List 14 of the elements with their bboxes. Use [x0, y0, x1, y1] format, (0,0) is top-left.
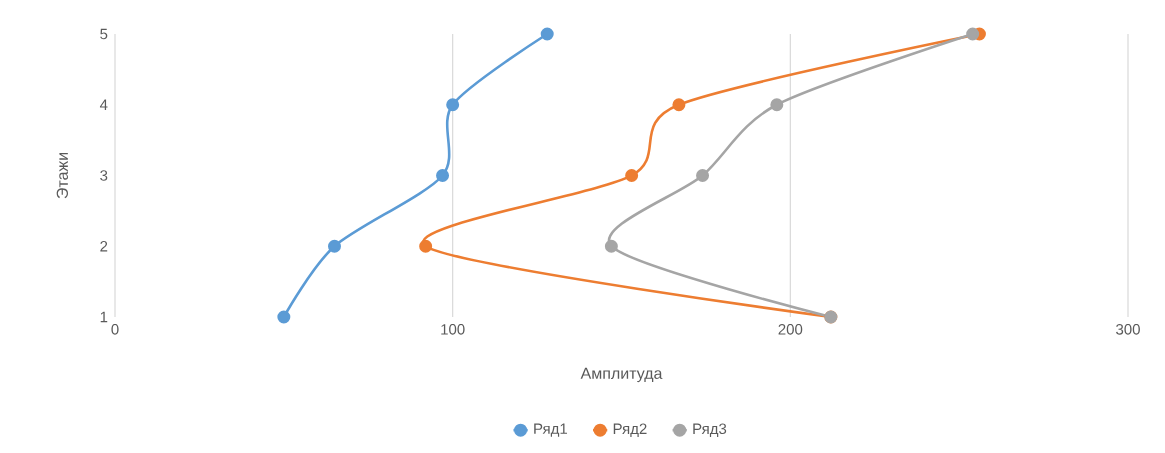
x-tick-label: 100 — [441, 324, 465, 335]
legend-label: Ряд1 — [534, 423, 568, 437]
legend-label: Ряд2 — [613, 423, 647, 437]
x-tick-label: 200 — [778, 324, 803, 335]
x-tick-label: 0 — [111, 324, 119, 335]
x-tick-label: 300 — [1116, 324, 1140, 335]
legend-label: Ряд3 — [693, 423, 727, 437]
y-tick-label: 2 — [100, 241, 108, 252]
y-tick-label: 5 — [100, 28, 108, 40]
y-tick-label: 4 — [99, 99, 108, 110]
x-axis-title: Амплитуда — [580, 367, 663, 383]
y-tick-label: 3 — [100, 170, 108, 181]
y-tick-label: 1 — [100, 311, 108, 323]
y-axis-title: Этажи — [56, 152, 68, 199]
